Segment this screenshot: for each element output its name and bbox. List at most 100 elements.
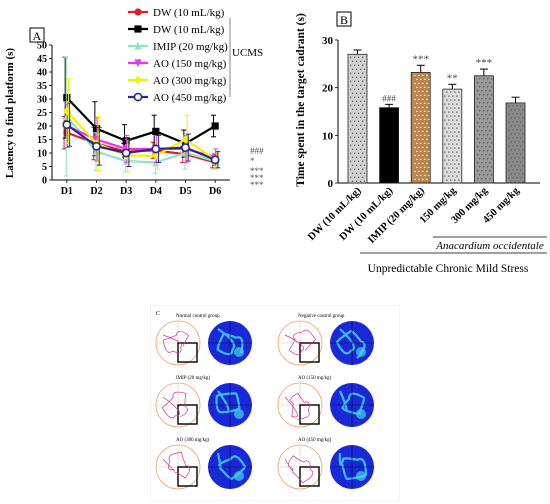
bar-pattern-dot — [483, 150, 485, 152]
bar-pattern-dot — [456, 175, 458, 177]
bar-pattern-dot — [477, 178, 479, 180]
bar-pattern-dot — [416, 166, 418, 169]
bar-pattern-dot — [454, 131, 456, 133]
bar-pattern-dot — [522, 117, 524, 119]
x-tick-label-a: D6 — [209, 186, 221, 197]
bar-pattern-dot — [353, 56, 356, 58]
bar-pattern-dot — [351, 180, 354, 182]
bar-pattern-dot — [420, 134, 422, 137]
bar-1: ### — [379, 93, 399, 184]
bar-pattern-dot — [428, 150, 430, 153]
bar-pattern-dot — [512, 121, 514, 123]
bar-pattern-dot — [512, 153, 514, 155]
bar-pattern-dot — [483, 182, 485, 184]
data-point-a — [63, 106, 71, 116]
bar-pattern-dot — [448, 151, 450, 153]
bar-pattern-dot — [483, 110, 485, 112]
data-point-a — [181, 143, 190, 152]
bar-pattern-dot — [518, 117, 520, 119]
latency-line-chart: A 0 5 10 15 20 25 30 35 40 45 50 D1 D2 D3 D4 D5 D6 Late… — [4, 7, 264, 197]
bar-pattern-dot — [353, 144, 356, 146]
bar-pattern-dot — [446, 171, 448, 173]
bar-pattern-dot — [363, 60, 366, 62]
bar-pattern-dot — [361, 112, 364, 115]
bar-pattern-dot — [414, 146, 416, 149]
bar-pattern-dot — [446, 147, 448, 149]
legend-marker-a — [134, 41, 142, 50]
bar-pattern-dot — [349, 144, 352, 146]
bar-pattern-dot — [454, 115, 456, 117]
bar-pattern-dot — [426, 98, 428, 101]
sig-label-b: ### — [382, 93, 396, 103]
bar-pattern-dot — [428, 110, 430, 113]
bar-pattern-dot — [361, 72, 364, 75]
bar-pattern-dot — [444, 103, 446, 105]
y-tick-label-a: 45 — [37, 54, 47, 65]
bar-pattern-dot — [477, 82, 479, 84]
bar-pattern-dot — [414, 130, 416, 133]
bar-pattern-dot — [479, 134, 481, 136]
x-tick-label-a: D3 — [120, 186, 132, 197]
bar-pattern-dot — [422, 122, 424, 125]
bar-pattern-dot — [479, 78, 481, 80]
bar-pattern-dot — [444, 95, 446, 97]
bar-pattern-dot — [426, 146, 428, 149]
bar-pattern-dot — [416, 126, 418, 129]
bar-pattern-dot — [450, 107, 452, 109]
bar-pattern-dot — [514, 149, 516, 151]
panel-b-label: B — [340, 13, 348, 27]
bar-pattern-dot — [489, 154, 491, 156]
bar-pattern-dot — [516, 169, 518, 171]
bar-pattern-dot — [522, 141, 524, 143]
bar-pattern-dot — [351, 164, 354, 166]
bar-pattern-dot — [351, 84, 354, 87]
bar-pattern-dot — [452, 159, 454, 161]
bar-pattern-dot — [351, 140, 354, 142]
bar-pattern-dot — [479, 102, 481, 104]
y-tick-label-a: 5 — [42, 162, 47, 173]
bar-pattern-dot — [361, 168, 364, 170]
bar-pattern-dot — [518, 133, 520, 135]
bar-pattern-dot — [485, 146, 487, 148]
bar-pattern-dot — [414, 170, 416, 173]
bar-pattern-dot — [357, 160, 360, 162]
ucms-full-label: Unpredictable Chronic Mild Stress — [368, 263, 529, 275]
bar-pattern-dot — [416, 110, 418, 113]
bar-pattern-dot — [416, 78, 418, 81]
bar-pattern-dot — [458, 99, 460, 101]
bar-pattern-dot — [353, 136, 356, 138]
maze-cell-1: Negative control group — [277, 314, 374, 366]
target-quadrant — [299, 342, 320, 363]
bar-pattern-dot — [428, 174, 430, 177]
legend-marker-a — [134, 59, 142, 68]
legend-label-a: DW (10 mL/kg) — [153, 7, 225, 19]
bar-pattern-dot — [514, 165, 516, 167]
bar-pattern-dot — [458, 147, 460, 149]
bar-pattern-dot — [424, 78, 426, 81]
sig-4: *** — [250, 180, 264, 190]
maze-grid: Normal control group Negative control gro… — [155, 314, 374, 490]
bar-pattern-dot — [487, 174, 489, 176]
swim-path — [284, 455, 314, 484]
sig-label-b: *** — [476, 57, 493, 69]
maze-cell-title: Negative control group — [298, 314, 345, 319]
bar-pattern-dot — [353, 104, 356, 107]
bar-pattern-dot — [520, 169, 522, 171]
bar-pattern-dot — [349, 96, 352, 99]
data-point-a — [121, 148, 131, 158]
bar-pattern-dot — [414, 74, 416, 77]
y-tick-label-a: 35 — [37, 81, 47, 92]
bar-pattern-dot — [361, 144, 364, 146]
bar-pattern-dot — [422, 114, 424, 117]
bar-pattern-dot — [477, 106, 479, 108]
bar-pattern-dot — [510, 125, 512, 127]
bar-pattern-dot — [353, 152, 356, 154]
bar-pattern-dot — [363, 140, 366, 142]
bar-pattern-dot — [516, 113, 518, 115]
data-point-a — [63, 94, 71, 102]
bar-pattern-dot — [359, 172, 362, 174]
bar-pattern-dot — [446, 123, 448, 125]
bar-pattern-dot — [361, 96, 364, 99]
bar-pattern-dot — [363, 148, 366, 150]
bar-pattern-dot — [479, 158, 481, 160]
